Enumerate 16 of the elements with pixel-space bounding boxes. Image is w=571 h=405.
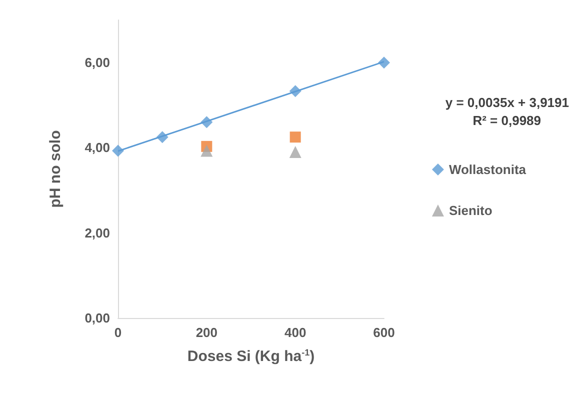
- y-tick-label: 2,00: [84, 225, 110, 240]
- text: R² = 0,9989: [472, 113, 541, 128]
- point: [290, 132, 301, 143]
- x-tick-label: 0: [114, 325, 122, 340]
- x-tick-label: 200: [196, 325, 218, 340]
- y-tick-label: 4,00: [84, 140, 110, 156]
- text: y = 0,0035x + 3,9191: [445, 95, 570, 110]
- x-tick-label: 600: [373, 325, 395, 340]
- y-tick-label: 0,00: [84, 310, 110, 326]
- y-axis-title: pH no solo: [47, 130, 64, 208]
- x-tick-label: 400: [284, 325, 306, 340]
- legend-label: Wollastonita: [448, 162, 527, 177]
- legend-label: Sienito: [448, 203, 492, 218]
- y-tick-label: 6,00: [84, 55, 110, 70]
- point: [289, 146, 302, 158]
- point: [200, 144, 213, 157]
